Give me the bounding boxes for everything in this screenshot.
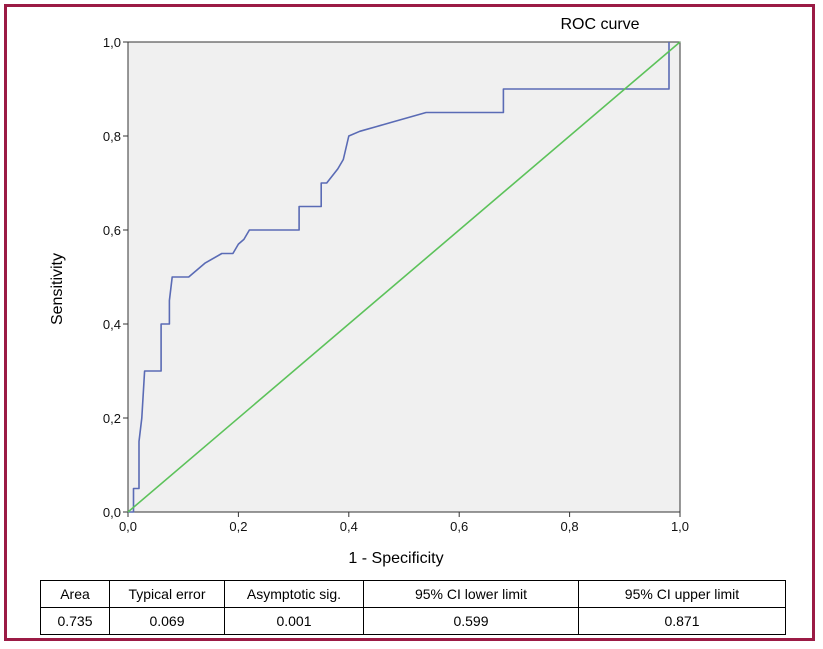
y-tick-label: 0,2 bbox=[103, 411, 121, 426]
table-header-row: Area Typical error Asymptotic sig. 95% C… bbox=[40, 580, 786, 608]
y-tick-label: 0,8 bbox=[103, 129, 121, 144]
roc-chart: 0,0 0,2 0,4 0,6 0,8 1,0 0,0 0,2 0,4 0,6 0,8 1,0 ROC… bbox=[49, 16, 689, 567]
x-tick-label: 0,2 bbox=[229, 519, 247, 534]
cell-ci-lower: 0.599 bbox=[363, 607, 579, 635]
roc-curve-line bbox=[128, 42, 670, 513]
header-ci-lower: 95% CI lower limit bbox=[363, 580, 579, 608]
x-tick-label: 0,8 bbox=[561, 519, 579, 534]
x-tick-label: 0,0 bbox=[119, 519, 137, 534]
y-axis-label: Sensitivity bbox=[49, 253, 66, 325]
y-tick-label: 0,0 bbox=[103, 505, 121, 520]
header-area: Area bbox=[40, 580, 110, 608]
header-ci-upper: 95% CI upper limit bbox=[578, 580, 786, 608]
x-tick-label: 0,4 bbox=[340, 519, 358, 534]
header-typical-error: Typical error bbox=[109, 580, 225, 608]
x-axis-label: 1 - Specificity bbox=[348, 550, 443, 567]
chart-title: ROC curve bbox=[560, 16, 639, 33]
table-row: 0.735 0.069 0.001 0.599 0.871 bbox=[40, 607, 786, 635]
y-tick-label: 0,4 bbox=[103, 317, 121, 332]
header-asymptotic-sig: Asymptotic sig. bbox=[224, 580, 364, 608]
y-tick-label: 1,0 bbox=[103, 35, 121, 50]
roc-stats-table: Area Typical error Asymptotic sig. 95% C… bbox=[40, 580, 786, 635]
x-tick-label: 1,0 bbox=[671, 519, 689, 534]
cell-area: 0.735 bbox=[40, 607, 110, 635]
cell-typical-error: 0.069 bbox=[109, 607, 225, 635]
x-tick-label: 0,6 bbox=[450, 519, 468, 534]
cell-asymptotic-sig: 0.001 bbox=[224, 607, 364, 635]
y-tick-label: 0,6 bbox=[103, 223, 121, 238]
reference-diagonal-line bbox=[127, 41, 681, 513]
cell-ci-upper: 0.871 bbox=[578, 607, 786, 635]
